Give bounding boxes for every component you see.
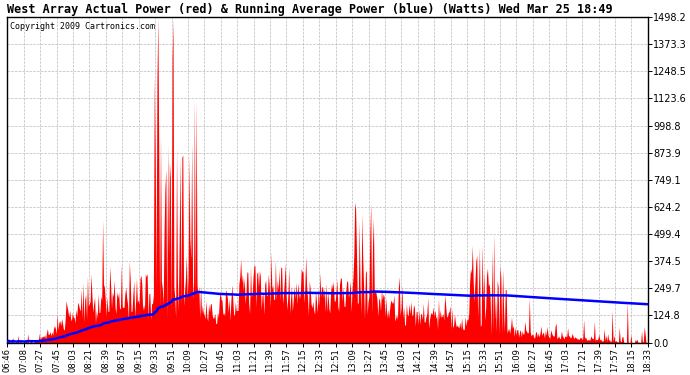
Text: West Array Actual Power (red) & Running Average Power (blue) (Watts) Wed Mar 25 : West Array Actual Power (red) & Running … bbox=[8, 3, 613, 16]
Text: Copyright 2009 Cartronics.com: Copyright 2009 Cartronics.com bbox=[10, 22, 155, 31]
